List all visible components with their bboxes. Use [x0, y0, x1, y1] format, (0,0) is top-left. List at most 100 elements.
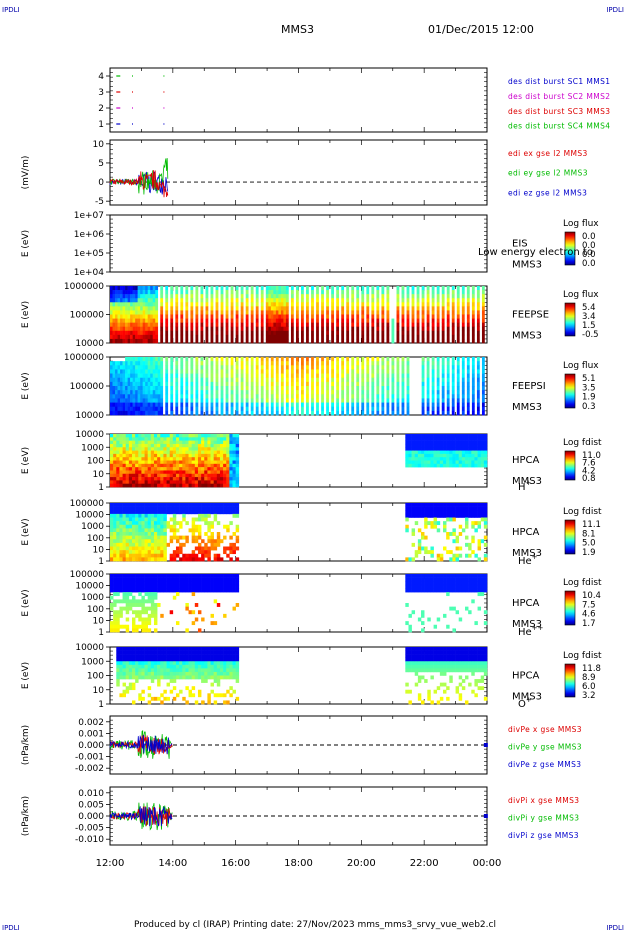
spectrogram-cell	[185, 473, 189, 478]
spectrogram-cell	[140, 394, 143, 399]
spectrogram-cell	[213, 542, 218, 547]
spectrogram-cell	[125, 528, 130, 533]
spectrogram-cell	[130, 298, 133, 303]
spectrogram-cell	[175, 535, 180, 540]
spectrogram-cell	[414, 510, 419, 515]
spectrogram-cell	[113, 617, 117, 622]
spectrogram-cell	[341, 398, 345, 403]
spectrogram-cell	[421, 447, 425, 451]
spectrogram-cell	[414, 553, 419, 558]
spectrogram-cell	[113, 450, 117, 455]
spectrogram-cell	[336, 338, 340, 344]
spectrogram-cell	[157, 532, 161, 536]
spectrogram-cell	[451, 298, 455, 303]
spectrogram-cell	[476, 314, 480, 319]
spectrogram-cell	[119, 450, 123, 455]
spectrogram-cell	[290, 398, 294, 403]
spectrogram-cell	[135, 473, 139, 478]
spectrogram-cell	[446, 510, 450, 515]
spectrogram-cell	[138, 599, 142, 604]
colorbar-tick-label: 0.0	[582, 259, 596, 269]
spectrogram-cell	[160, 453, 164, 458]
spectrogram-cell	[232, 443, 236, 448]
spectrogram-cell	[135, 302, 138, 307]
spectrogram-cell	[386, 406, 390, 412]
spectrogram-cell	[155, 377, 159, 383]
spectrogram-cell	[194, 460, 199, 465]
spectrogram-cell	[441, 390, 445, 395]
spectrogram-cell	[185, 394, 189, 399]
spectrogram-cell	[116, 450, 120, 455]
spectrogram-cell	[386, 322, 390, 328]
spectrogram-cell	[441, 294, 445, 299]
spectrogram-cell	[396, 402, 400, 408]
spectrogram-cell	[147, 294, 151, 299]
spectrogram-cell	[145, 381, 148, 387]
spectrogram-cell	[295, 322, 299, 328]
spectrogram-cell	[474, 443, 478, 448]
spectrogram-cell	[471, 290, 475, 295]
spectrogram-cell	[157, 581, 161, 586]
spectrogram-cell	[449, 437, 453, 441]
spectrogram-cell	[205, 357, 209, 362]
spectrogram-cell	[128, 513, 133, 518]
spectrogram-cell	[137, 373, 141, 379]
spectrogram-cell	[113, 613, 117, 618]
spectrogram-cell	[285, 298, 289, 303]
spectrogram-cell	[436, 306, 440, 311]
spectrogram-cell	[283, 330, 287, 336]
spectrogram-cell	[283, 286, 287, 291]
spectrogram-cell	[411, 322, 415, 328]
spectrogram-cell	[461, 437, 466, 441]
spectrogram-cell	[191, 535, 196, 540]
spectrogram-cell	[455, 513, 460, 518]
spectrogram-cell	[165, 373, 169, 379]
spectrogram-cell	[471, 357, 475, 362]
spectrogram-cell	[465, 460, 469, 465]
spectrogram-cell	[122, 377, 126, 383]
spectrogram-cell	[110, 338, 113, 344]
spectrogram-cell	[215, 410, 219, 416]
spectrogram-cell	[480, 503, 485, 507]
spectrogram-cell	[431, 294, 435, 299]
spectrogram-cell	[165, 318, 169, 323]
spectrogram-cell	[122, 506, 127, 511]
spectrogram-cell	[150, 473, 155, 478]
spectrogram-cell	[265, 398, 269, 403]
spectrogram-cell	[191, 440, 196, 445]
spectrogram-cell	[194, 463, 199, 468]
spectrogram-cell	[115, 310, 118, 315]
spectrogram-cell	[427, 503, 431, 507]
spectrogram-cell	[458, 503, 463, 507]
spectrogram-cell	[229, 483, 233, 488]
spectrogram-cell	[166, 574, 170, 578]
spectrogram-cell	[446, 318, 450, 323]
spectrogram-cell	[326, 406, 329, 412]
spectrogram-cell	[455, 510, 460, 515]
spectrogram-cell	[120, 402, 123, 408]
spectrogram-cell	[421, 286, 425, 291]
spectrogram-cell	[391, 390, 395, 395]
spectrogram-cell	[147, 503, 152, 507]
spectrogram-cell	[465, 513, 469, 518]
spectrogram-cell	[427, 463, 431, 468]
spectrogram-cell	[220, 406, 224, 412]
spectrogram-cell	[201, 483, 205, 488]
spectrogram-cell	[127, 369, 131, 374]
spectrogram-cell	[295, 381, 299, 387]
spectrogram-cell	[443, 457, 447, 461]
spectrogram-cell	[197, 443, 202, 448]
spectrogram-cell	[122, 298, 126, 303]
spectrogram-cell	[466, 330, 470, 336]
spectrogram-cell	[466, 286, 470, 291]
spectrogram-cell	[306, 361, 309, 366]
spectrogram-cell	[225, 369, 229, 374]
spectrogram-cell	[280, 394, 284, 399]
spectrogram-cell	[240, 373, 244, 379]
spectrogram-cell	[449, 434, 453, 438]
spectrogram-cell	[441, 369, 445, 374]
spectrogram-cell	[477, 557, 482, 562]
spectrogram-cell	[371, 365, 375, 370]
spectrogram-cell	[321, 286, 324, 291]
spectrogram-cell	[441, 322, 445, 328]
